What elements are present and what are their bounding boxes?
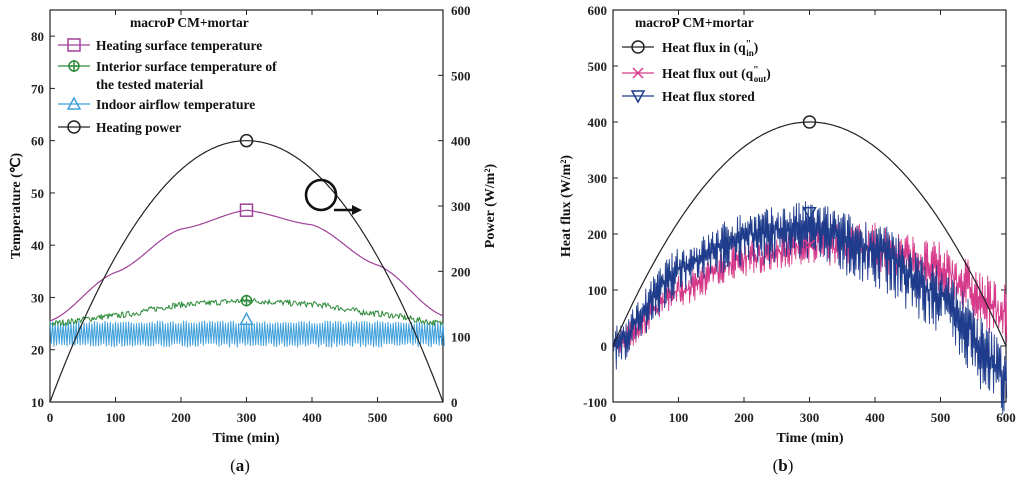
legend-label-line2: the tested material	[96, 77, 203, 92]
y2-tick-label: 0	[451, 395, 458, 410]
caption-a-letter: a	[236, 456, 245, 475]
y-tick-label: -100	[583, 395, 607, 410]
panel-a-y2-axis-label: Power (W/m²)	[483, 163, 498, 248]
y-tick-label: 60	[31, 134, 44, 149]
legend-marker	[632, 67, 644, 79]
heat-flux-out-marker-b	[803, 239, 816, 251]
annotation-circle	[304, 178, 338, 212]
panel-b-legend: Heat flux in (q" in) Heat flux out (q" out)…	[622, 39, 771, 104]
legend-label: Heat flux stored	[662, 89, 755, 104]
heating-surface-marker	[239, 203, 254, 217]
caption-b: (b)	[773, 456, 794, 475]
heat-flux-stored-marker	[802, 206, 817, 221]
legend-marker	[630, 90, 646, 104]
legend-quote: "	[746, 39, 752, 50]
y-tick-label: 200	[588, 227, 608, 242]
y-tick-label: 50	[31, 186, 44, 201]
x-tick-label: 400	[302, 410, 322, 425]
x-tick-label: 300	[800, 410, 820, 425]
annotation-arrow-head	[352, 205, 362, 215]
y2-tick-label: 400	[451, 134, 471, 149]
x-tick-label: 600	[433, 410, 453, 425]
heat-flux-stored-line	[612, 201, 1008, 415]
panel-a-y-axis-label: Temperature (℃)	[9, 153, 24, 260]
panel-b-series	[612, 115, 1008, 415]
panel-a-series	[49, 133, 445, 403]
legend-marker	[67, 38, 81, 52]
y2-tick-label: 500	[451, 68, 471, 83]
y-tick-label: 40	[31, 238, 44, 253]
legend-label: Indoor airflow temperature	[96, 97, 255, 112]
y-tick-label: 30	[31, 290, 44, 305]
y-tick-label: 500	[588, 59, 608, 74]
legend-marker	[67, 120, 81, 134]
heat-flux-out-marker	[803, 239, 816, 251]
caption-b-letter: b	[778, 456, 787, 475]
legend-quote: "	[753, 65, 759, 76]
y2-tick-label: 600	[451, 3, 471, 18]
caption-a: (a)	[230, 456, 250, 475]
legend-close-paren: )	[766, 66, 771, 81]
heat-flux-in-line	[612, 121, 1007, 347]
heat-flux-in-marker	[802, 115, 817, 129]
x-tick-label: 100	[106, 410, 126, 425]
legend-label: Heating power	[96, 120, 181, 135]
panel-a-legend: Heating surface temperature Interior surf…	[58, 38, 277, 135]
x-tick-label: 0	[47, 410, 54, 425]
panel-a: 0 100 200 300 400 500 600 10 20 30 40 50 60 70 80 0 100 2…	[9, 3, 498, 446]
legend-marker	[66, 96, 82, 110]
x-tick-label: 0	[610, 410, 617, 425]
y-tick-label: 600	[588, 3, 608, 18]
y-tick-label: 10	[31, 395, 44, 410]
legend-label: Heat flux in (q" in)	[662, 39, 758, 58]
y-tick-label: 100	[588, 283, 608, 298]
indoor-airflow-line	[49, 320, 445, 348]
panel-b: 0 100 200 300 400 500 600-10001002003004005006…	[559, 3, 1016, 446]
legend-label: Interior surface temperature of	[96, 59, 277, 74]
panel-b-y-axis-label: Heat flux (W/m²)	[559, 155, 574, 258]
legend-marker-b	[632, 67, 644, 79]
x-tick-label: 400	[865, 410, 885, 425]
panel-a-title: macroP CM+mortar	[130, 15, 249, 30]
x-tick-label: 600	[996, 410, 1016, 425]
legend-marker	[68, 60, 80, 72]
y-tick-label: 20	[31, 343, 44, 358]
y-tick-label: 80	[31, 29, 44, 44]
x-tick-label: 200	[734, 410, 754, 425]
heating-surface-line	[49, 209, 444, 322]
y2-tick-label: 300	[451, 199, 471, 214]
x-tick-label: 300	[237, 410, 257, 425]
legend-subscript: in	[746, 48, 754, 58]
indoor-airflow-marker	[239, 311, 254, 326]
y2-tick-label: 100	[451, 330, 471, 345]
panel-a-ticks: 0 100 200 300 400 500 600 10 20 30 40 50 60 70 80 0 100 2…	[31, 3, 471, 425]
panel-a-x-axis-label: Time (min)	[212, 431, 279, 446]
heating-power-marker	[239, 133, 254, 148]
y-tick-label: 70	[31, 81, 44, 96]
interior-surface-marker	[240, 294, 253, 307]
y-tick-label: 300	[588, 171, 608, 186]
panel-b-title: macroP CM+mortar	[635, 15, 754, 30]
legend-close-paren: )	[754, 40, 759, 55]
y-tick-label: 0	[601, 339, 608, 354]
x-tick-label: 100	[669, 410, 689, 425]
y-tick-label: 400	[588, 115, 608, 130]
legend-label: Heat flux out (q" out)	[662, 65, 771, 84]
legend-label: Heating surface temperature	[96, 38, 262, 53]
panel-b-x-axis-label: Time (min)	[776, 431, 843, 446]
axis-arrow-annotation	[304, 178, 362, 215]
legend-subscript: out	[754, 74, 767, 84]
x-tick-label: 200	[171, 410, 191, 425]
x-tick-label: 500	[368, 410, 388, 425]
heating-power-line	[49, 140, 444, 403]
x-tick-label: 500	[931, 410, 951, 425]
y2-tick-label: 200	[451, 264, 471, 279]
legend-marker	[631, 40, 645, 54]
